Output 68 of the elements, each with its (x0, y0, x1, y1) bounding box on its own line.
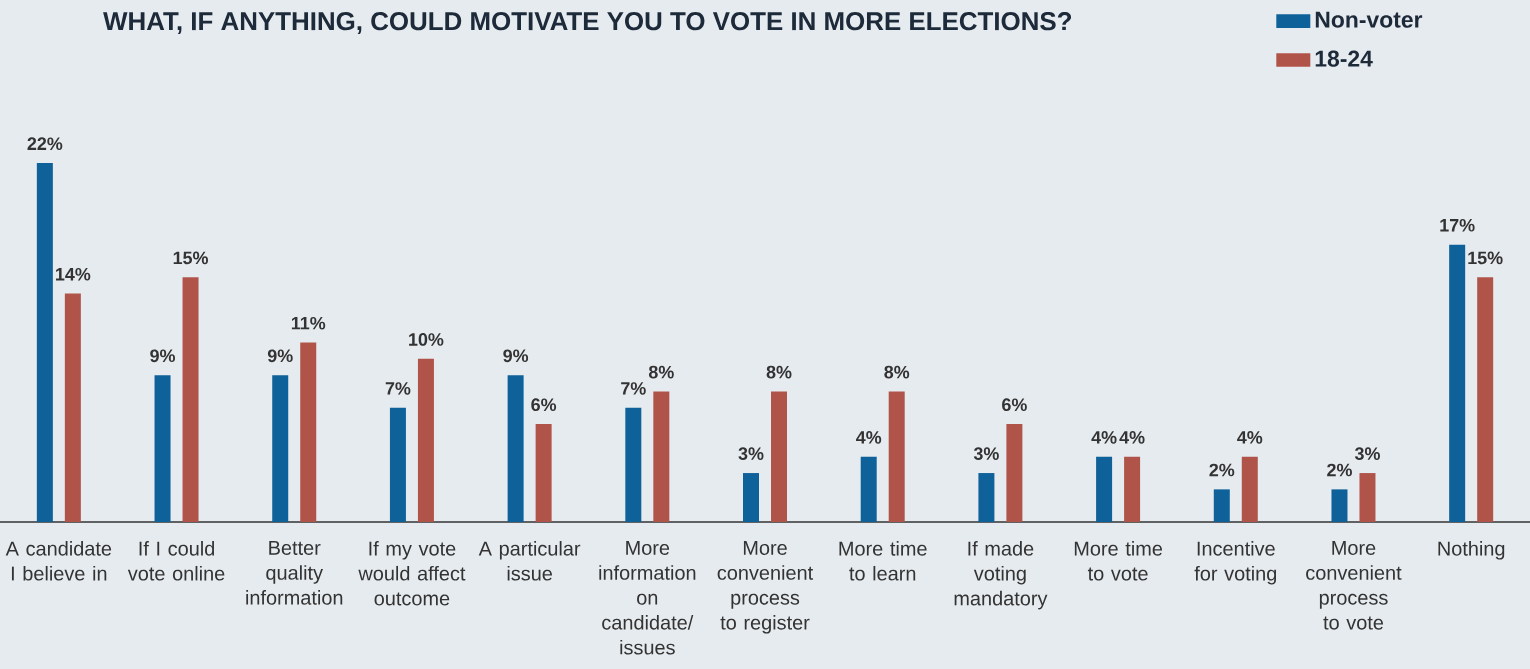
data-label: 3% (738, 447, 764, 460)
x-tick-label: A particular issue (478, 541, 581, 581)
data-label: 10% (409, 333, 444, 346)
x-tick-label: If I could vote online (127, 541, 225, 581)
bar (1124, 456, 1141, 522)
data-label: 15% (173, 251, 208, 265)
data-label: 3% (1354, 447, 1380, 460)
data-label: 22% (27, 137, 63, 151)
x-tick-label: If made voting mandatory (954, 541, 1048, 610)
bar (36, 163, 53, 522)
bar (507, 375, 524, 522)
bar (154, 375, 171, 522)
bar (888, 391, 905, 522)
chart-title: WHAT, IF ANYTHING, COULD MOTIVATE YOU TO VOTE IN MORE ELECTIONS? (103, 12, 1072, 35)
bar (1449, 244, 1466, 522)
bar (860, 456, 877, 522)
bar (64, 293, 81, 522)
x-tick-label: More time to learn (839, 541, 927, 581)
data-label: 15% (1468, 251, 1503, 265)
data-label: 17% (1440, 218, 1475, 232)
data-label: 4% (1119, 431, 1145, 444)
bar (300, 342, 317, 522)
data-label: 6% (531, 398, 557, 412)
x-tick-label: Nothing (1438, 541, 1505, 560)
bar (1331, 489, 1348, 522)
bar (743, 473, 760, 522)
legend-label: 18-24 (1315, 50, 1373, 67)
x-tick-label: More information on candidate/ issues (599, 541, 696, 655)
bar (182, 277, 199, 522)
data-label: 6% (1002, 398, 1027, 412)
data-label: 4% (856, 431, 882, 444)
x-tick-label: A candidate I believe in (5, 541, 112, 581)
data-label: 4% (1237, 431, 1263, 444)
bar (771, 391, 788, 522)
bar (272, 375, 289, 522)
data-label: 8% (648, 365, 674, 379)
data-label: 4% (1091, 431, 1117, 444)
bar (417, 358, 434, 522)
data-label: 8% (766, 365, 792, 379)
data-label: 7% (385, 382, 411, 395)
data-label: 9% (150, 349, 176, 363)
bar (1213, 489, 1230, 522)
bar (978, 473, 995, 522)
x-tick-label: Incentive for voting (1194, 541, 1277, 585)
bar (625, 407, 642, 522)
bar (1359, 473, 1376, 522)
bar (1006, 424, 1023, 522)
data-label: 9% (503, 349, 529, 363)
data-label: 14% (56, 267, 91, 281)
x-tick-label: More convenient process to vote (1306, 541, 1402, 630)
bar (389, 407, 406, 522)
x-tick-label: More time to vote (1074, 541, 1163, 581)
x-tick-label: More convenient process to register (717, 541, 814, 634)
bar (653, 391, 670, 522)
x-tick-label: If my vote would affect outcome (358, 541, 466, 606)
data-label: 8% (884, 365, 910, 379)
data-label: 3% (973, 447, 999, 460)
data-label: 11% (291, 316, 326, 330)
x-tick-label: Better quality information (246, 541, 343, 605)
bar (1477, 277, 1494, 522)
legend-label: Non-voter (1315, 11, 1423, 28)
bar (1241, 456, 1258, 522)
bar (535, 424, 552, 522)
data-label: 2% (1327, 463, 1352, 477)
data-label: 9% (267, 349, 293, 363)
data-label: 2% (1209, 463, 1235, 477)
bar (1096, 456, 1113, 522)
data-label: 7% (621, 382, 646, 395)
